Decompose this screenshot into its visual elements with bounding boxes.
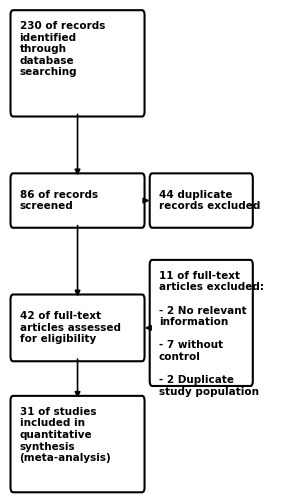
Text: 44 duplicate
records excluded: 44 duplicate records excluded <box>159 190 260 212</box>
FancyBboxPatch shape <box>10 396 145 492</box>
Text: 230 of records
identified
through
database
searching: 230 of records identified through databa… <box>19 21 105 78</box>
FancyBboxPatch shape <box>10 294 145 361</box>
Text: 31 of studies
included in
quantitative
synthesis
(meta-analysis): 31 of studies included in quantitative s… <box>19 406 111 463</box>
FancyBboxPatch shape <box>150 260 253 386</box>
Text: 86 of records
screened: 86 of records screened <box>19 190 98 212</box>
FancyBboxPatch shape <box>10 10 145 117</box>
FancyBboxPatch shape <box>150 174 253 228</box>
Text: 42 of full-text
articles assessed
for eligibility: 42 of full-text articles assessed for el… <box>19 312 120 344</box>
FancyBboxPatch shape <box>10 174 145 228</box>
Text: 11 of full-text
articles excluded:

- 2 No relevant
information

- 7 without
con: 11 of full-text articles excluded: - 2 N… <box>159 271 264 397</box>
